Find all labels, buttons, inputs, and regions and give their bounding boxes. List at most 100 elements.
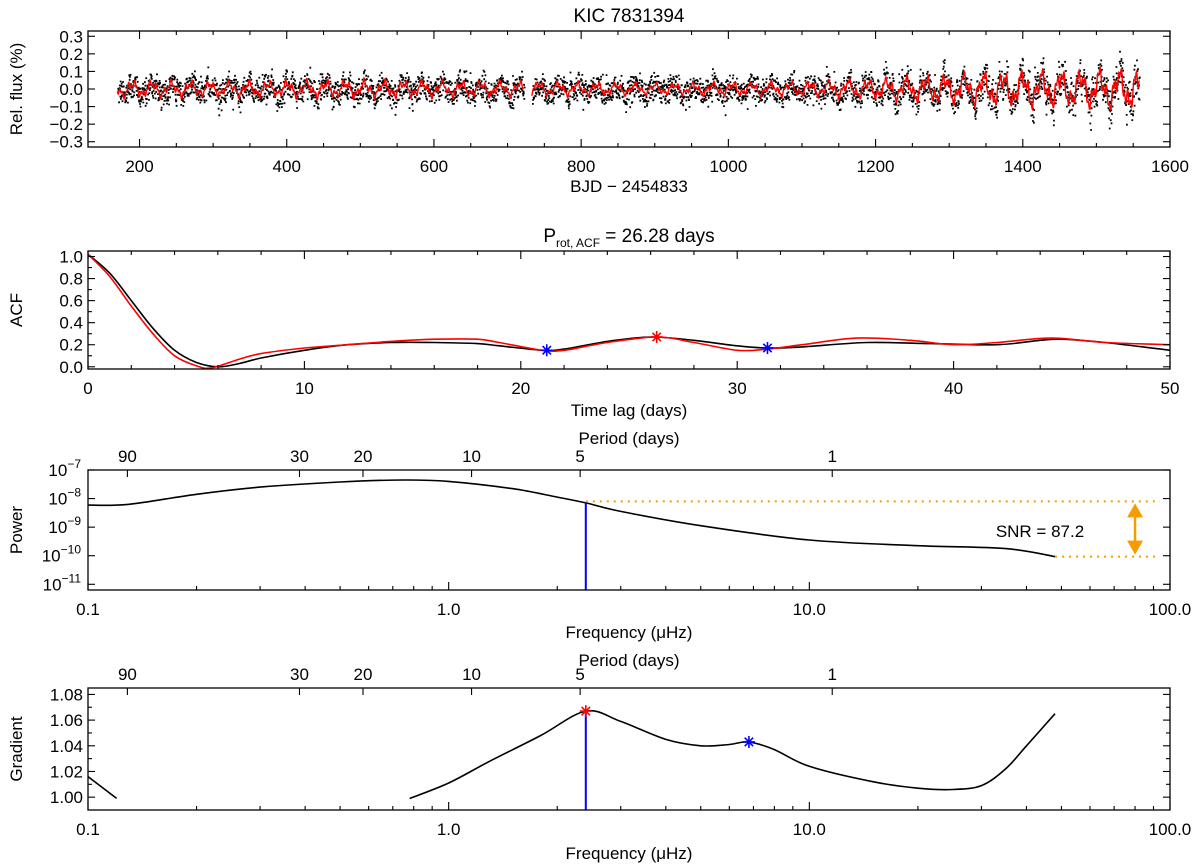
- top-tick-label: 10: [462, 447, 481, 466]
- y-tick-label: −0.2: [49, 115, 83, 134]
- y-tick-exp: −7: [67, 457, 81, 471]
- snr-label: SNR = 87.2: [996, 522, 1084, 541]
- x-tick-label: 100.0: [1149, 600, 1192, 619]
- y-tick-label: 1.04: [50, 737, 83, 756]
- y-tick-label: 0.0: [59, 358, 83, 377]
- y-tick-label: −0.3: [49, 133, 83, 152]
- top-tick-label: 5: [575, 665, 584, 684]
- y-tick-base: 10: [48, 518, 67, 537]
- y-axis-label: Rel. flux (%): [7, 43, 26, 136]
- top-tick-label: 1: [827, 665, 836, 684]
- x-tick-label: 200: [125, 157, 153, 176]
- x-tick-label: 1200: [857, 157, 895, 176]
- snr-arrow-head-up: [1127, 503, 1144, 518]
- acf-title: Prot, ACF = 26.28 days: [543, 226, 714, 250]
- gradient-line: [409, 709, 1056, 800]
- x-tick-label: 100.0: [1149, 820, 1192, 839]
- power-axes: [87, 469, 1171, 591]
- snr-arrow: [1127, 503, 1144, 555]
- x-tick-label: 50: [1161, 379, 1180, 398]
- y-tick-exp: −8: [67, 486, 81, 500]
- y-tick-base: 10: [48, 490, 67, 509]
- marker-stroke: [744, 737, 754, 747]
- chart-title: KIC 7831394: [574, 6, 685, 27]
- flux-model-line: [116, 65, 1140, 112]
- marker-stroke: [651, 332, 662, 342]
- y-tick-label: −0.1: [49, 98, 83, 117]
- x-tick-label: 40: [944, 379, 963, 398]
- gradient-line-left: [87, 775, 118, 800]
- marker-stroke: [542, 345, 552, 356]
- x-tick-label: 30: [728, 379, 747, 398]
- top-tick-label: 20: [354, 665, 373, 684]
- x-tick-label: 10.0: [793, 820, 826, 839]
- y-tick-label: 0.0: [59, 80, 83, 99]
- x-tick-label: 0.1: [76, 600, 100, 619]
- gradient-peak-marker: [579, 705, 592, 718]
- y-tick-exp: −10: [61, 543, 82, 557]
- top-tick-label: 1: [827, 447, 836, 466]
- acf-title-sub: rot, ACF: [556, 236, 600, 250]
- y-tick-label: 10−7: [48, 457, 81, 480]
- y-tick-base: 10: [42, 547, 61, 566]
- y-tick-label: 10−9: [48, 514, 81, 537]
- gradient-axes: [87, 687, 1171, 811]
- acf-peak-marker: [650, 331, 663, 344]
- top-tick-label: 90: [118, 447, 137, 466]
- acf-smoothed-line: [87, 253, 1171, 370]
- top-tick-label: 10: [462, 665, 481, 684]
- x-tick-label: 10: [295, 379, 314, 398]
- y-tick-label: 10−8: [48, 486, 81, 509]
- top-tick-label: 90: [118, 665, 137, 684]
- y-axis-label: Power: [7, 506, 26, 555]
- x-axis-label: Frequency (μHz): [566, 844, 693, 863]
- y-tick-label: 0.2: [59, 336, 83, 355]
- gradient-peak-marker: [742, 735, 755, 748]
- x-tick-label: 10.0: [793, 600, 826, 619]
- y-tick-base: 10: [43, 575, 62, 594]
- acf-peak-marker: [761, 342, 774, 355]
- y-tick-exp: −11: [62, 571, 82, 585]
- y-axis-label: ACF: [7, 293, 26, 327]
- y-tick-base: 10: [48, 461, 67, 480]
- y-tick-label: 1.08: [50, 685, 83, 704]
- flux-points: [117, 50, 1141, 131]
- x-tick-label: 1000: [709, 157, 747, 176]
- y-tick-label: 1.06: [50, 711, 83, 730]
- acf-title-main: P: [543, 226, 556, 247]
- x-tick-label: 1400: [1004, 157, 1042, 176]
- acf-axes: [87, 250, 1171, 370]
- y-tick-label: 0.1: [59, 62, 83, 81]
- x-tick-label: 600: [420, 157, 448, 176]
- x-tick-label: 20: [511, 379, 530, 398]
- x-tick-label: 1.0: [437, 820, 461, 839]
- acf-title-value: = 26.28 days: [600, 226, 715, 247]
- y-tick-label: 10−11: [43, 571, 82, 594]
- top-axis-label: Period (days): [578, 429, 679, 448]
- y-tick-label: 0.3: [59, 27, 83, 46]
- x-tick-label: 1600: [1151, 157, 1189, 176]
- x-tick-label: 400: [273, 157, 301, 176]
- x-axis-label: Frequency (μHz): [566, 623, 693, 642]
- y-tick-exp: −9: [67, 514, 81, 528]
- x-axis-label: Time lag (days): [571, 401, 688, 420]
- x-tick-label: 0: [83, 379, 92, 398]
- top-tick-label: 30: [290, 665, 309, 684]
- top-tick-label: 30: [290, 447, 309, 466]
- x-tick-label: 0.1: [76, 820, 100, 839]
- top-tick-label: 20: [354, 447, 373, 466]
- top-tick-label: 5: [575, 447, 584, 466]
- x-tick-label: 800: [567, 157, 595, 176]
- acf-peak-marker: [540, 344, 553, 357]
- y-tick-label: 0.8: [59, 270, 83, 289]
- x-tick-label: 1.0: [437, 600, 461, 619]
- y-tick-label: 0.4: [59, 314, 83, 333]
- power-spectrum-line: [87, 479, 1056, 558]
- y-tick-label: 10−10: [42, 543, 82, 566]
- y-tick-label: 1.02: [50, 762, 83, 781]
- x-axis-label: BJD − 2454833: [570, 177, 688, 196]
- y-tick-label: 0.6: [59, 292, 83, 311]
- marker-stroke: [581, 706, 591, 716]
- y-tick-label: 1.0: [59, 248, 83, 267]
